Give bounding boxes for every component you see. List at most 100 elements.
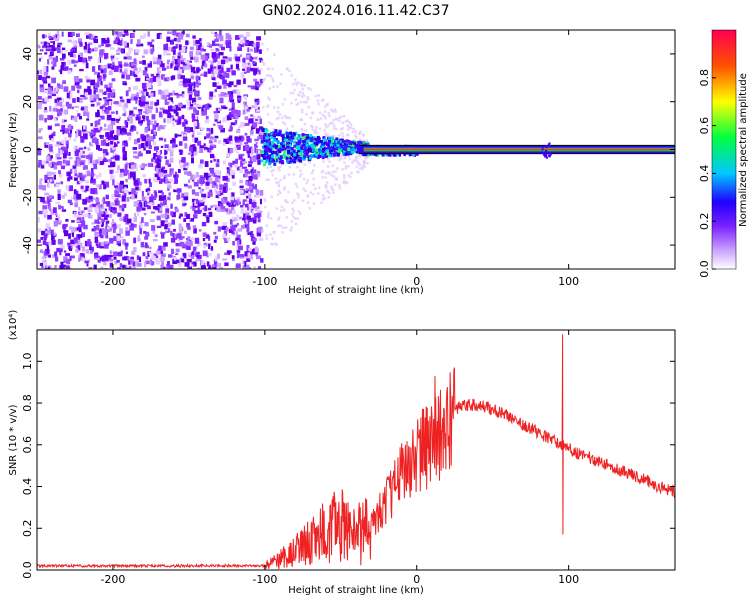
- heatmap-cell: [136, 210, 140, 217]
- heatmap-cell: [162, 199, 167, 206]
- heatmap-cell: [302, 157, 306, 161]
- heatmap-cell: [84, 146, 87, 150]
- heatmap-cell: [230, 122, 236, 126]
- heatmap-cell: [114, 260, 118, 265]
- heatmap-cell: [101, 202, 105, 209]
- heatmap-cell: [120, 250, 123, 254]
- heatmap-cell: [163, 44, 168, 51]
- heatmap-cell: [47, 95, 52, 99]
- heatmap-cell: [114, 200, 119, 206]
- heatmap-cell: [283, 208, 286, 212]
- heatmap-cell: [175, 248, 180, 253]
- heatmap-cell: [69, 125, 74, 129]
- heatmap-cell: [102, 73, 106, 79]
- heatmap-cell: [233, 57, 237, 60]
- heatmap-cell: [183, 202, 187, 206]
- heatmap-cell: [260, 140, 264, 144]
- heatmap-cell: [269, 217, 273, 220]
- heatmap-cell: [306, 201, 310, 204]
- heatmap-cell: [157, 75, 161, 79]
- heatmap-cell: [279, 209, 283, 212]
- heatmap-cell: [115, 170, 119, 174]
- heatmap-cell: [112, 155, 117, 159]
- heatmap-cell: [346, 119, 349, 122]
- heatmap-cell: [85, 170, 88, 177]
- heatmap-cell: [236, 90, 241, 97]
- heatmap-cell: [286, 141, 290, 145]
- heatmap-cell: [127, 266, 132, 269]
- heatmap-cell: [186, 238, 189, 241]
- heatmap-cell: [68, 233, 71, 238]
- heatmap-cell: [260, 68, 263, 71]
- heatmap-cell: [134, 194, 138, 199]
- heatmap-cell: [93, 98, 97, 102]
- colorbar-tick-label: 0.2: [698, 212, 711, 230]
- heatmap-cell: [257, 213, 261, 219]
- y-tick-label: 0.8: [21, 394, 34, 412]
- heatmap-cell: [123, 63, 129, 67]
- heatmap-cell: [104, 84, 108, 89]
- heatmap-cell: [86, 155, 91, 159]
- heatmap-cell: [163, 176, 166, 183]
- heatmap-cell: [215, 49, 218, 52]
- heatmap-cell: [184, 143, 188, 149]
- heatmap-cell: [251, 148, 254, 155]
- heatmap-cell: [96, 201, 100, 206]
- heatmap-cell: [128, 191, 132, 195]
- heatmap-cell: [266, 142, 270, 146]
- heatmap-cell: [230, 199, 236, 203]
- heatmap-cell: [222, 56, 228, 59]
- heatmap-cell: [328, 122, 332, 126]
- heatmap-cell: [54, 37, 59, 42]
- heatmap-cell: [221, 46, 225, 51]
- heatmap-cell: [323, 147, 327, 151]
- heatmap-cell: [330, 108, 333, 112]
- heatmap-cell: [41, 230, 46, 236]
- colorbar-tick-label: 0.4: [698, 165, 711, 183]
- heatmap-cell: [230, 64, 233, 70]
- heatmap-cell: [109, 237, 114, 244]
- heatmap-cell: [181, 91, 185, 94]
- heatmap-cell: [107, 256, 112, 260]
- heatmap-cell: [77, 85, 82, 89]
- heatmap-cell: [136, 255, 140, 260]
- heatmap-cell: [265, 74, 269, 77]
- heatmap-cell: [307, 155, 311, 159]
- heatmap-cell: [58, 170, 61, 175]
- heatmap-cell: [223, 106, 228, 110]
- heatmap-cell: [113, 66, 119, 72]
- heatmap-cell: [328, 172, 331, 175]
- heatmap-cell: [328, 139, 331, 143]
- heatmap-cell: [111, 89, 116, 93]
- heatmap-cell: [142, 55, 145, 58]
- heatmap-cell: [78, 130, 82, 137]
- heatmap-cell: [125, 189, 129, 194]
- heatmap-cell: [342, 181, 345, 184]
- heatmap-cell: [98, 44, 101, 48]
- heatmap-cell: [195, 110, 199, 116]
- heatmap-cell: [123, 184, 128, 189]
- heatmap-cell: [321, 98, 325, 101]
- heatmap-cell: [214, 177, 219, 183]
- heatmap-cell: [120, 99, 125, 103]
- heatmap-cell: [256, 255, 261, 260]
- heatmap-cell: [326, 165, 330, 168]
- heatmap-cell: [67, 242, 71, 246]
- heatmap-cell: [48, 206, 52, 212]
- x-tick-label: 0: [413, 573, 420, 586]
- heatmap-cell: [332, 191, 335, 194]
- heatmap-cell: [173, 34, 178, 40]
- heatmap-cell: [250, 105, 255, 109]
- heatmap-cell: [214, 119, 218, 122]
- heatmap-cell: [112, 207, 116, 210]
- heatmap-cell: [252, 174, 258, 180]
- heatmap-cell: [116, 141, 120, 144]
- heatmap-cell: [548, 144, 551, 147]
- heatmap-cell: [101, 267, 104, 269]
- heatmap-cell: [135, 116, 140, 121]
- heatmap-cell: [322, 136, 326, 140]
- heatmap-cell: [122, 81, 127, 85]
- heatmap-cell: [145, 260, 150, 265]
- heatmap-cell: [211, 77, 215, 80]
- heatmap-cell: [297, 193, 300, 196]
